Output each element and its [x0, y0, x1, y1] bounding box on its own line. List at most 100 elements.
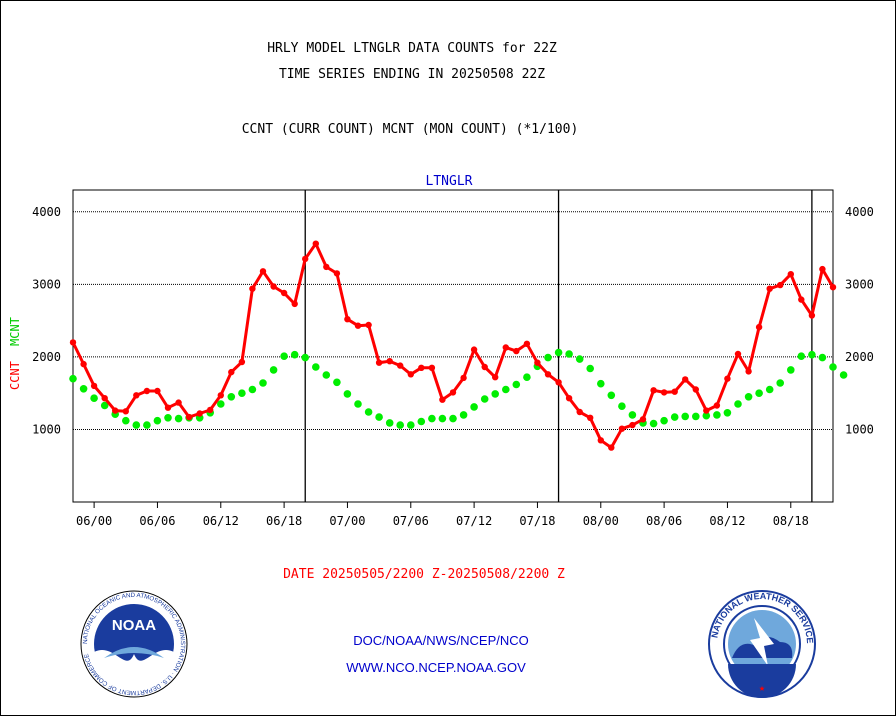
- data-point-ccnt: [270, 283, 277, 290]
- noaa-logo-text: NOAA: [112, 617, 156, 634]
- data-point-mcnt: [808, 350, 816, 359]
- data-point-ccnt: [133, 392, 140, 399]
- data-point-ccnt: [280, 289, 288, 297]
- data-point-ccnt: [90, 382, 98, 390]
- x-axis-label: DATE 20250505/2200 Z-20250508/2200 Z: [283, 567, 565, 582]
- x-tick-label: 07/18: [519, 514, 555, 528]
- data-point-mcnt: [343, 390, 352, 398]
- data-point-mcnt: [512, 380, 521, 389]
- data-point-ccnt: [238, 358, 246, 366]
- data-point-ccnt: [101, 395, 108, 402]
- y-tick-label-left: 2000: [32, 350, 61, 364]
- data-point-mcnt: [248, 385, 257, 394]
- data-point-ccnt: [544, 371, 552, 378]
- data-point-ccnt: [618, 425, 626, 432]
- data-point-mcnt: [744, 393, 753, 401]
- x-tick-label: 07/00: [329, 514, 365, 528]
- data-point-mcnt: [90, 394, 98, 403]
- data-point-ccnt: [502, 344, 509, 351]
- x-tick-label: 08/06: [646, 514, 682, 528]
- data-point-ccnt: [565, 395, 573, 402]
- data-point-mcnt: [628, 411, 637, 419]
- data-point-ccnt: [671, 388, 678, 395]
- x-tick-label: 07/06: [393, 514, 429, 528]
- data-point-mcnt: [649, 419, 658, 428]
- data-point-ccnt: [819, 265, 826, 273]
- data-point-ccnt: [597, 437, 604, 444]
- footer-link-doc[interactable]: DOC/NOAA/NWS/NCEP/NCO: [353, 633, 529, 648]
- data-point-ccnt: [608, 444, 615, 451]
- y-tick-label-left: 1000: [32, 422, 61, 436]
- data-point-mcnt: [280, 352, 288, 361]
- data-point-mcnt: [692, 412, 700, 421]
- footer-link-website[interactable]: WWW.NCO.NCEP.NOAA.GOV: [346, 660, 526, 675]
- data-point-ccnt: [724, 375, 731, 382]
- data-point-ccnt: [112, 407, 119, 414]
- data-point-mcnt: [100, 401, 109, 410]
- data-point-mcnt: [407, 421, 415, 429]
- data-point-mcnt: [438, 414, 447, 423]
- data-point-mcnt: [491, 390, 500, 398]
- data-point-ccnt: [185, 413, 193, 421]
- x-tick-label: 06/12: [203, 514, 239, 528]
- y-tick-label-left: 4000: [32, 205, 61, 219]
- y-tick-label-right: 2000: [845, 350, 874, 364]
- data-point-ccnt: [745, 368, 752, 375]
- data-point-ccnt: [397, 362, 404, 369]
- data-point-mcnt: [449, 414, 457, 423]
- chart-title-line2: TIME SERIES ENDING IN 20250508 22Z: [279, 67, 545, 82]
- data-point-mcnt: [480, 395, 489, 403]
- data-point-ccnt: [692, 386, 699, 393]
- data-point-ccnt: [196, 410, 203, 417]
- data-point-mcnt: [375, 413, 383, 421]
- data-point-mcnt: [776, 379, 784, 387]
- data-point-mcnt: [143, 421, 151, 429]
- x-tick-label: 08/12: [709, 514, 745, 528]
- data-point-ccnt: [249, 285, 256, 292]
- data-point-mcnt: [713, 411, 721, 419]
- data-point-mcnt: [470, 403, 478, 411]
- data-point-mcnt: [618, 402, 626, 411]
- data-point-mcnt: [818, 353, 827, 362]
- plot-area: 1000 1000 2000 2000 3000 3000 4000 4000 06/00 06/…: [32, 189, 874, 528]
- data-point-ccnt: [375, 359, 383, 366]
- data-point-ccnt: [207, 406, 214, 414]
- data-point-ccnt: [164, 404, 172, 411]
- data-point-mcnt: [79, 385, 88, 393]
- y-tick-label-right: 3000: [845, 277, 874, 291]
- data-point-mcnt: [259, 379, 267, 387]
- y-tick-label-left: 3000: [32, 277, 61, 291]
- data-point-ccnt: [734, 350, 742, 358]
- data-point-mcnt: [544, 353, 552, 362]
- data-point-ccnt: [470, 346, 478, 353]
- data-point-mcnt: [565, 350, 573, 358]
- nws-logo: NATIONAL WEATHER SERVICE ★: [708, 590, 816, 698]
- data-point-mcnt: [459, 411, 468, 419]
- data-point-mcnt: [723, 409, 732, 417]
- data-point-mcnt: [755, 389, 763, 398]
- data-point-mcnt: [681, 412, 689, 421]
- data-point-mcnt: [702, 411, 711, 420]
- data-point-ccnt: [650, 387, 657, 394]
- data-point-mcnt: [586, 364, 594, 373]
- data-point-ccnt: [555, 379, 562, 386]
- data-point-mcnt: [333, 378, 341, 387]
- data-point-mcnt: [829, 363, 837, 371]
- data-point-ccnt: [576, 408, 583, 416]
- x-tick-label: 06/18: [266, 514, 302, 528]
- data-point-ccnt: [312, 240, 319, 247]
- data-point-ccnt: [439, 396, 446, 403]
- data-point-ccnt: [69, 339, 77, 346]
- data-point-ccnt: [449, 389, 457, 396]
- data-point-ccnt: [143, 387, 151, 395]
- data-point-ccnt: [365, 321, 372, 329]
- data-point-mcnt: [575, 355, 584, 363]
- data-point-ccnt: [523, 340, 531, 347]
- data-point-ccnt: [766, 285, 773, 292]
- data-point-ccnt: [428, 364, 436, 371]
- data-point-ccnt: [460, 374, 467, 382]
- y-tick-label-right: 4000: [845, 205, 874, 219]
- data-point-mcnt: [660, 416, 668, 425]
- plot-frame: [72, 189, 834, 503]
- data-point-mcnt: [523, 373, 531, 382]
